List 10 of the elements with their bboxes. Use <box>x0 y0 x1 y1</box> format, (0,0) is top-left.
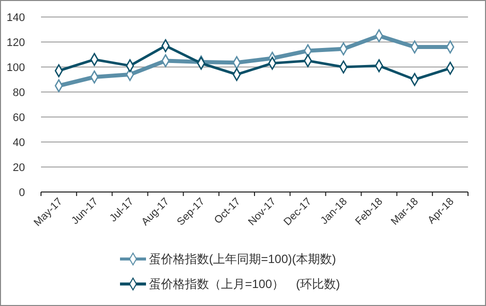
legend-label: 蛋价格指数（上月=100） (环比数) <box>149 277 340 292</box>
y-tick-label: 120 <box>6 36 25 49</box>
y-tick-label: 80 <box>12 86 25 99</box>
y-tick-label: 40 <box>12 136 25 149</box>
y-tick-label: 60 <box>12 112 25 124</box>
legend-label: 蛋价格指数(上年同期=100)(本期数) <box>149 252 336 266</box>
y-tick-label: 100 <box>6 62 25 74</box>
y-tick-label: 0 <box>18 186 25 199</box>
y-tick-label: 20 <box>12 162 25 174</box>
y-tick-label: 140 <box>6 12 25 24</box>
